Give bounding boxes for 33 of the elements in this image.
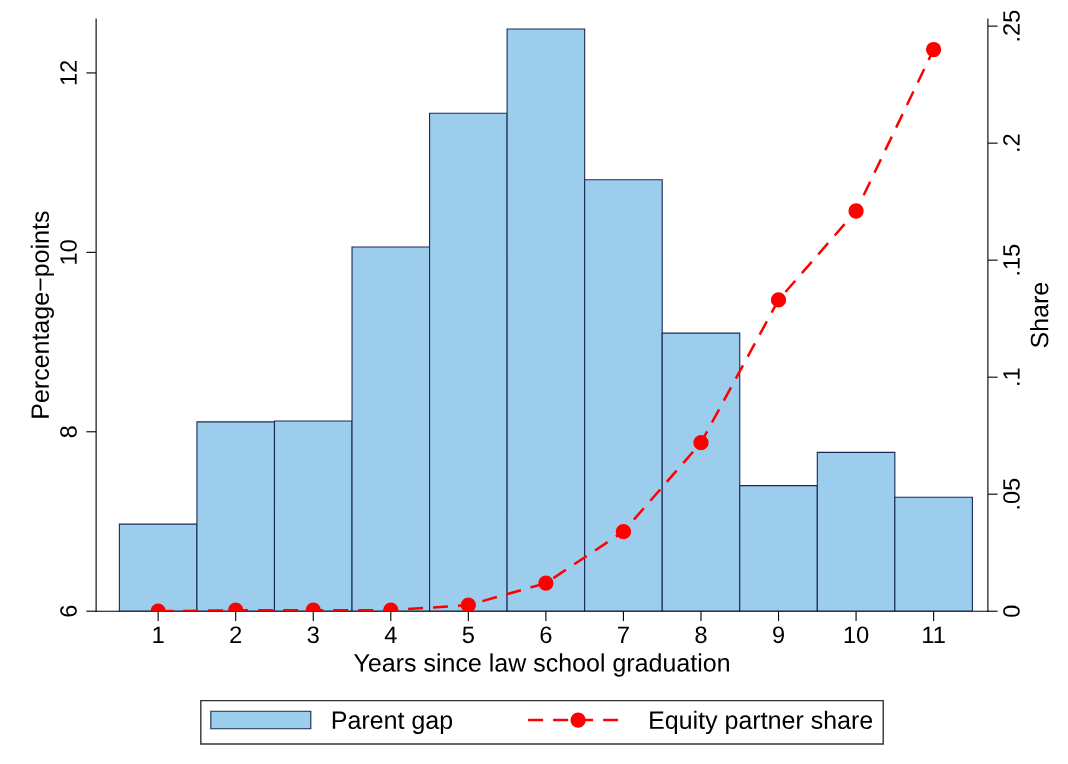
x-tick-label: 8: [695, 626, 707, 644]
y2-tick-label: .15: [1003, 244, 1020, 275]
x-tick-label: 9: [773, 626, 784, 644]
point: [770, 292, 787, 308]
y-axis-title: Percentage−points: [30, 211, 54, 418]
x-tick-label: 3: [307, 626, 319, 644]
x-tick-label: 1: [153, 626, 164, 643]
x-tick-label: 6: [540, 626, 552, 644]
legend-label: Parent gap: [332, 711, 453, 734]
y2-tick-label: .05: [1003, 478, 1020, 509]
y2-tick-label: .1: [1003, 368, 1020, 385]
x-axis-title: Years since law school graduation: [354, 653, 729, 677]
x-tick-label: 10: [844, 626, 869, 644]
point: [925, 41, 942, 58]
y-tick-label: 6: [60, 605, 77, 617]
x-tick-label: 2: [230, 626, 242, 643]
x-tick-label: 11: [923, 626, 945, 643]
point: [848, 203, 864, 219]
y-tick-label: 8: [60, 426, 77, 438]
x-tick-label: 4: [384, 626, 397, 643]
x-tick-label: 7: [618, 626, 629, 643]
point: [693, 435, 709, 451]
x-tick-label: 5: [462, 626, 474, 644]
y-tick-label: 10: [60, 240, 77, 264]
y2-tick-label: .2: [1003, 134, 1020, 151]
point: [538, 575, 554, 591]
y2-tick-label: .25: [1003, 10, 1020, 41]
legend-label: Equity partner share: [650, 710, 873, 734]
point: [460, 597, 476, 612]
y-tick-label: 12: [60, 60, 77, 85]
y2-tick-label: 0: [1003, 605, 1020, 617]
y2-axis-title: Share: [1030, 282, 1049, 348]
point: [615, 523, 632, 540]
